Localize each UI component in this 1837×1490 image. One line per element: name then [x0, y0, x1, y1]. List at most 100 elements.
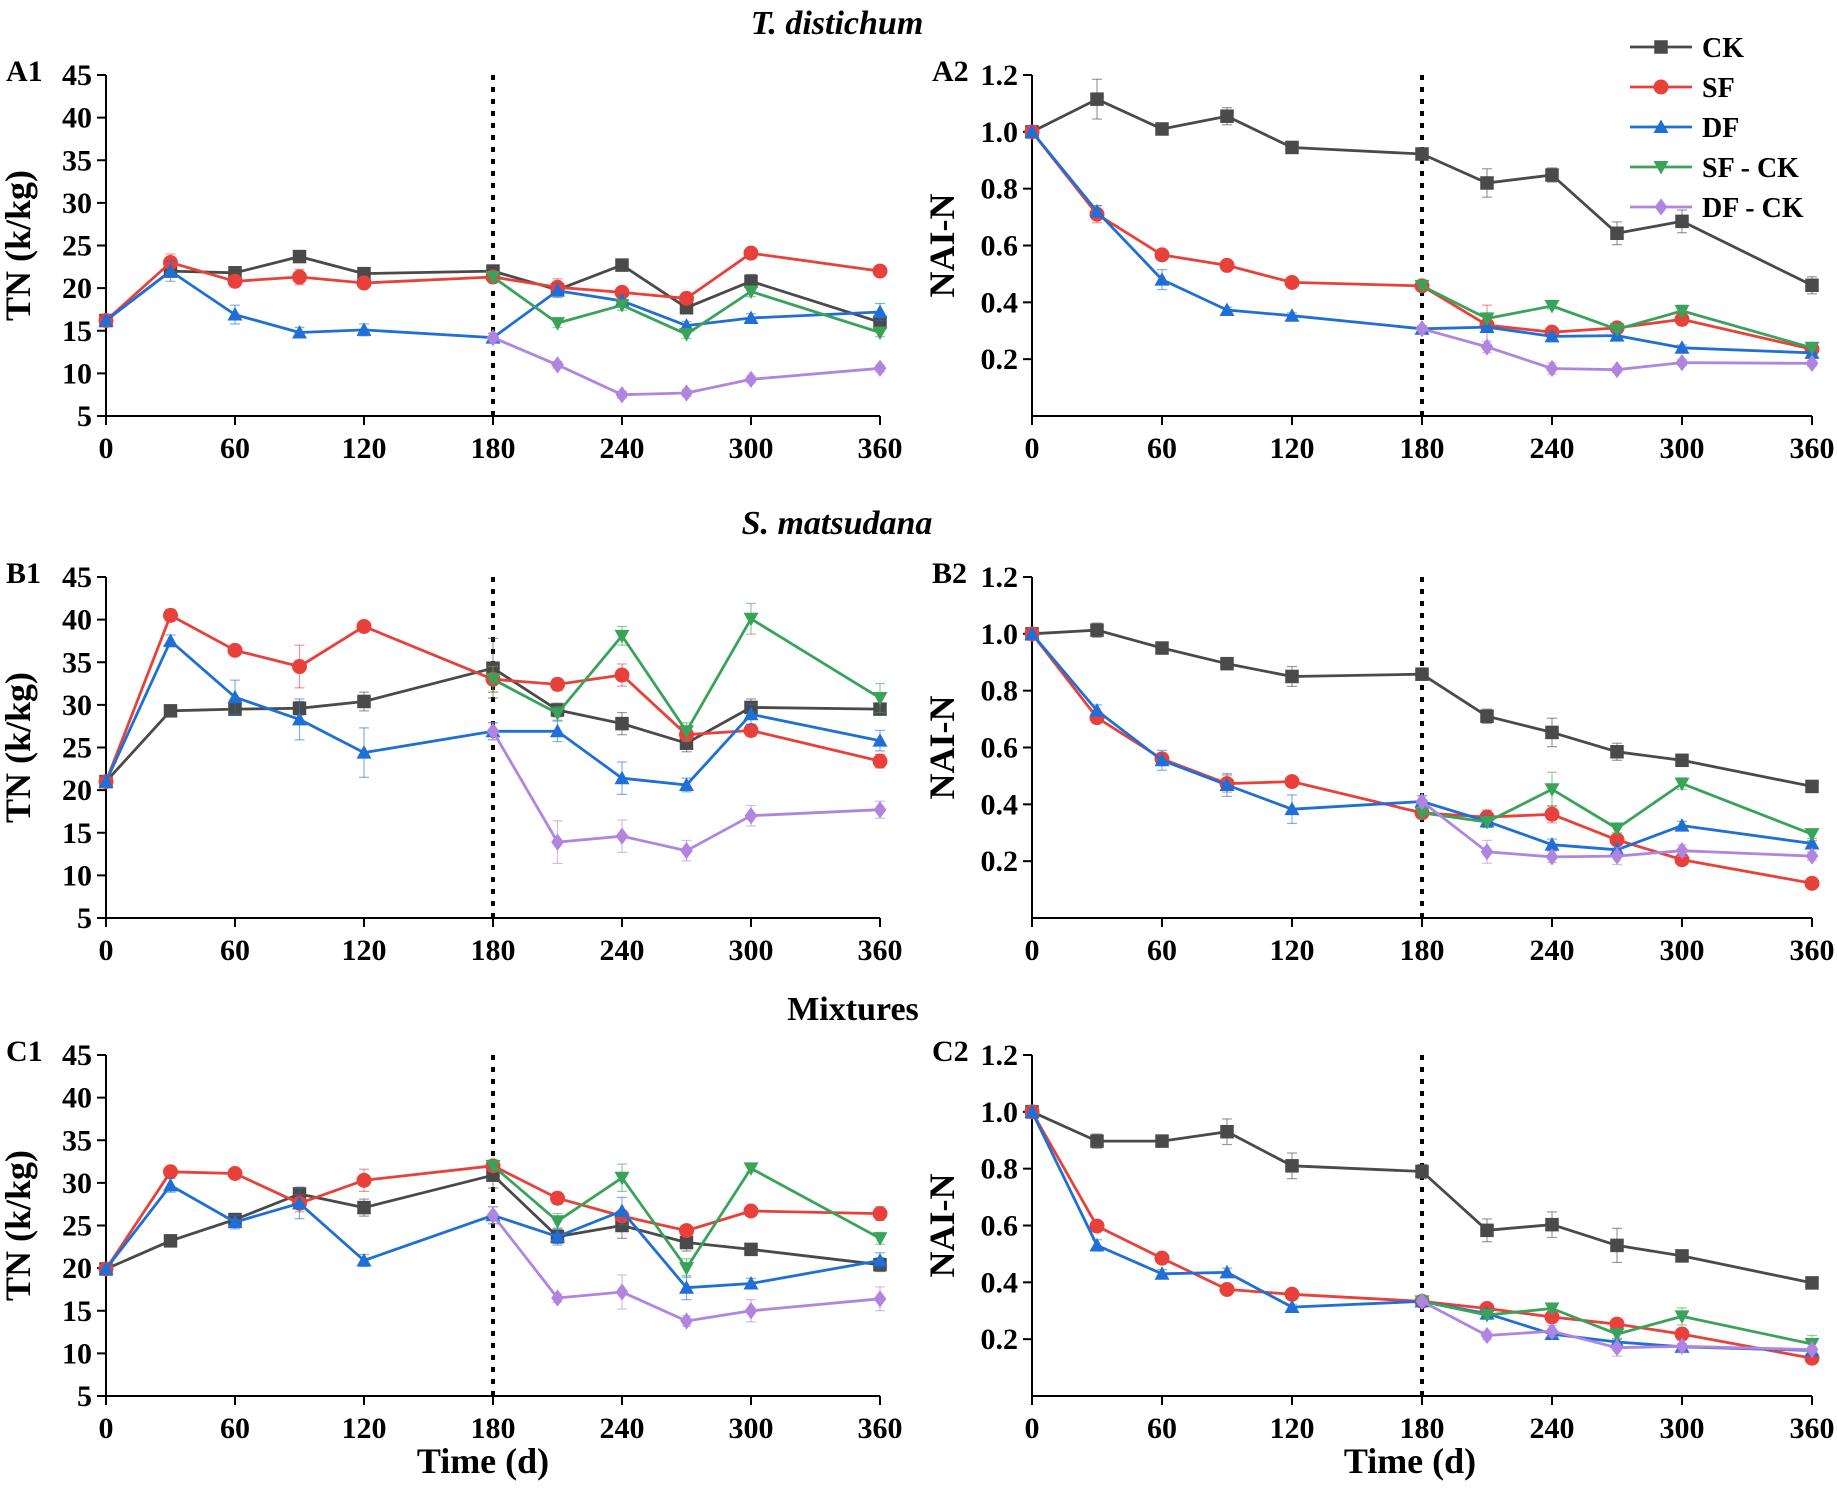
- panel-B1: 0 60 120 180 240 300 360 5 10 15 20 25 30 35 40 45 B1 TN …: [0, 557, 903, 967]
- series-line: [491, 1214, 881, 1323]
- legend-label: SF - CK: [1702, 153, 1799, 184]
- series-sf-ck: [485, 602, 888, 741]
- data-point: [1220, 109, 1234, 123]
- data-point: [356, 1252, 372, 1267]
- row-title-mixtures: Mixtures: [787, 991, 919, 1028]
- y-tick-label: 0.6: [981, 230, 1019, 263]
- panel-A2: 0 60 120 180 240 300 360 0.2 0.4 0.6 0.8 1.0 1.2 A2 NA…: [922, 55, 1835, 465]
- data-point: [1675, 1337, 1689, 1355]
- x-axis-title-left: Time (d): [417, 1441, 549, 1481]
- series-ck: [1025, 1105, 1819, 1290]
- data-point: [1610, 361, 1624, 379]
- panel-label: B1: [6, 557, 41, 590]
- data-point: [550, 283, 565, 297]
- y-tick-label: 30: [62, 1167, 92, 1200]
- y-tick-label: 0.8: [981, 1153, 1019, 1186]
- y-tick-label: 10: [62, 1337, 92, 1370]
- data-point: [615, 716, 629, 731]
- data-point: [872, 304, 888, 318]
- data-point: [872, 753, 888, 769]
- x-tick-label: 180: [471, 1412, 516, 1445]
- data-point: [486, 328, 500, 347]
- data-point: [1545, 359, 1559, 378]
- data-point: [1544, 783, 1560, 797]
- data-point: [356, 618, 372, 634]
- data-point: [163, 263, 178, 278]
- data-point: [1805, 354, 1819, 373]
- data-point: [1479, 815, 1495, 830]
- data-point: [679, 1280, 694, 1294]
- x-tick-label: 120: [342, 1412, 387, 1445]
- data-point: [614, 770, 630, 785]
- data-point: [550, 723, 565, 738]
- y-axis-title: TN (k/kg): [0, 170, 38, 321]
- series-sf-ck: [1414, 279, 1820, 356]
- row-title-s-matsudana: S. matsudana: [742, 505, 933, 542]
- data-point: [614, 1171, 630, 1186]
- series-line: [492, 275, 881, 336]
- x-tick-label: 120: [342, 934, 387, 967]
- data-point: [356, 745, 372, 759]
- x-tick-label: 300: [729, 1412, 774, 1445]
- series-sf-ck: [1414, 771, 1820, 842]
- y-tick-label: 0.2: [981, 1323, 1019, 1356]
- data-point: [485, 1159, 501, 1174]
- data-point: [744, 1242, 758, 1257]
- x-tick-label: 0: [99, 432, 114, 465]
- data-point: [680, 1312, 693, 1330]
- data-point: [227, 273, 243, 289]
- data-point: [1609, 323, 1625, 337]
- data-point: [357, 1200, 371, 1215]
- data-point: [1219, 257, 1235, 273]
- data-point: [1545, 168, 1559, 182]
- data-point: [743, 1203, 759, 1219]
- legend-label: DF - CK: [1702, 193, 1804, 224]
- data-point: [486, 722, 500, 740]
- y-tick-label: 5: [77, 400, 92, 433]
- y-tick-label: 5: [77, 902, 92, 935]
- y-tick-label: 0.4: [981, 1266, 1019, 1299]
- series-df-ck: [486, 722, 887, 865]
- x-tick-label: 360: [858, 1412, 903, 1445]
- y-tick-label: 5: [77, 1380, 92, 1413]
- data-point: [679, 725, 694, 739]
- y-tick-label: 15: [62, 817, 92, 850]
- row-title-t-distichum: T. distichum: [751, 5, 924, 42]
- data-point: [1089, 703, 1105, 717]
- y-tick-label: 30: [62, 689, 92, 722]
- legend-label: SF: [1702, 73, 1735, 104]
- x-tick-label: 60: [220, 934, 250, 967]
- data-point: [1805, 779, 1819, 794]
- data-point: [1154, 1266, 1170, 1280]
- data-point: [873, 801, 887, 819]
- data-point: [227, 642, 243, 658]
- data-point: [1609, 1316, 1625, 1332]
- y-tick-label: 1.2: [981, 1039, 1019, 1072]
- x-tick-label: 240: [600, 934, 645, 967]
- x-tick-label: 60: [1147, 432, 1177, 465]
- data-point: [1610, 745, 1624, 759]
- y-tick-label: 40: [62, 604, 92, 637]
- y-tick-label: 0.2: [981, 845, 1019, 878]
- data-point: [679, 777, 694, 792]
- data-point: [1024, 1104, 1040, 1118]
- x-tick-label: 300: [729, 432, 774, 465]
- x-tick-label: 60: [220, 432, 250, 465]
- y-tick-label: 0.6: [981, 732, 1019, 765]
- data-point: [1155, 122, 1169, 136]
- panel-A1: 0 60 120 180 240 300 360 5 10 15 20 25 30 35 40 45 A1 TN …: [0, 55, 903, 465]
- y-tick-label: 25: [62, 230, 92, 263]
- data-point: [1285, 1159, 1299, 1173]
- y-tick-label: 30: [62, 187, 92, 220]
- data-point: [1154, 247, 1170, 263]
- y-axis-title: NAI-N: [922, 194, 962, 298]
- y-tick-label: 10: [62, 859, 92, 892]
- data-point: [1024, 124, 1040, 138]
- series-sf-ck: [485, 271, 888, 342]
- data-point: [163, 607, 178, 623]
- data-point: [292, 1195, 307, 1210]
- x-tick-label: 180: [1400, 432, 1445, 465]
- x-tick-label: 120: [1270, 1412, 1315, 1445]
- data-point: [1610, 226, 1624, 241]
- data-point: [744, 370, 758, 388]
